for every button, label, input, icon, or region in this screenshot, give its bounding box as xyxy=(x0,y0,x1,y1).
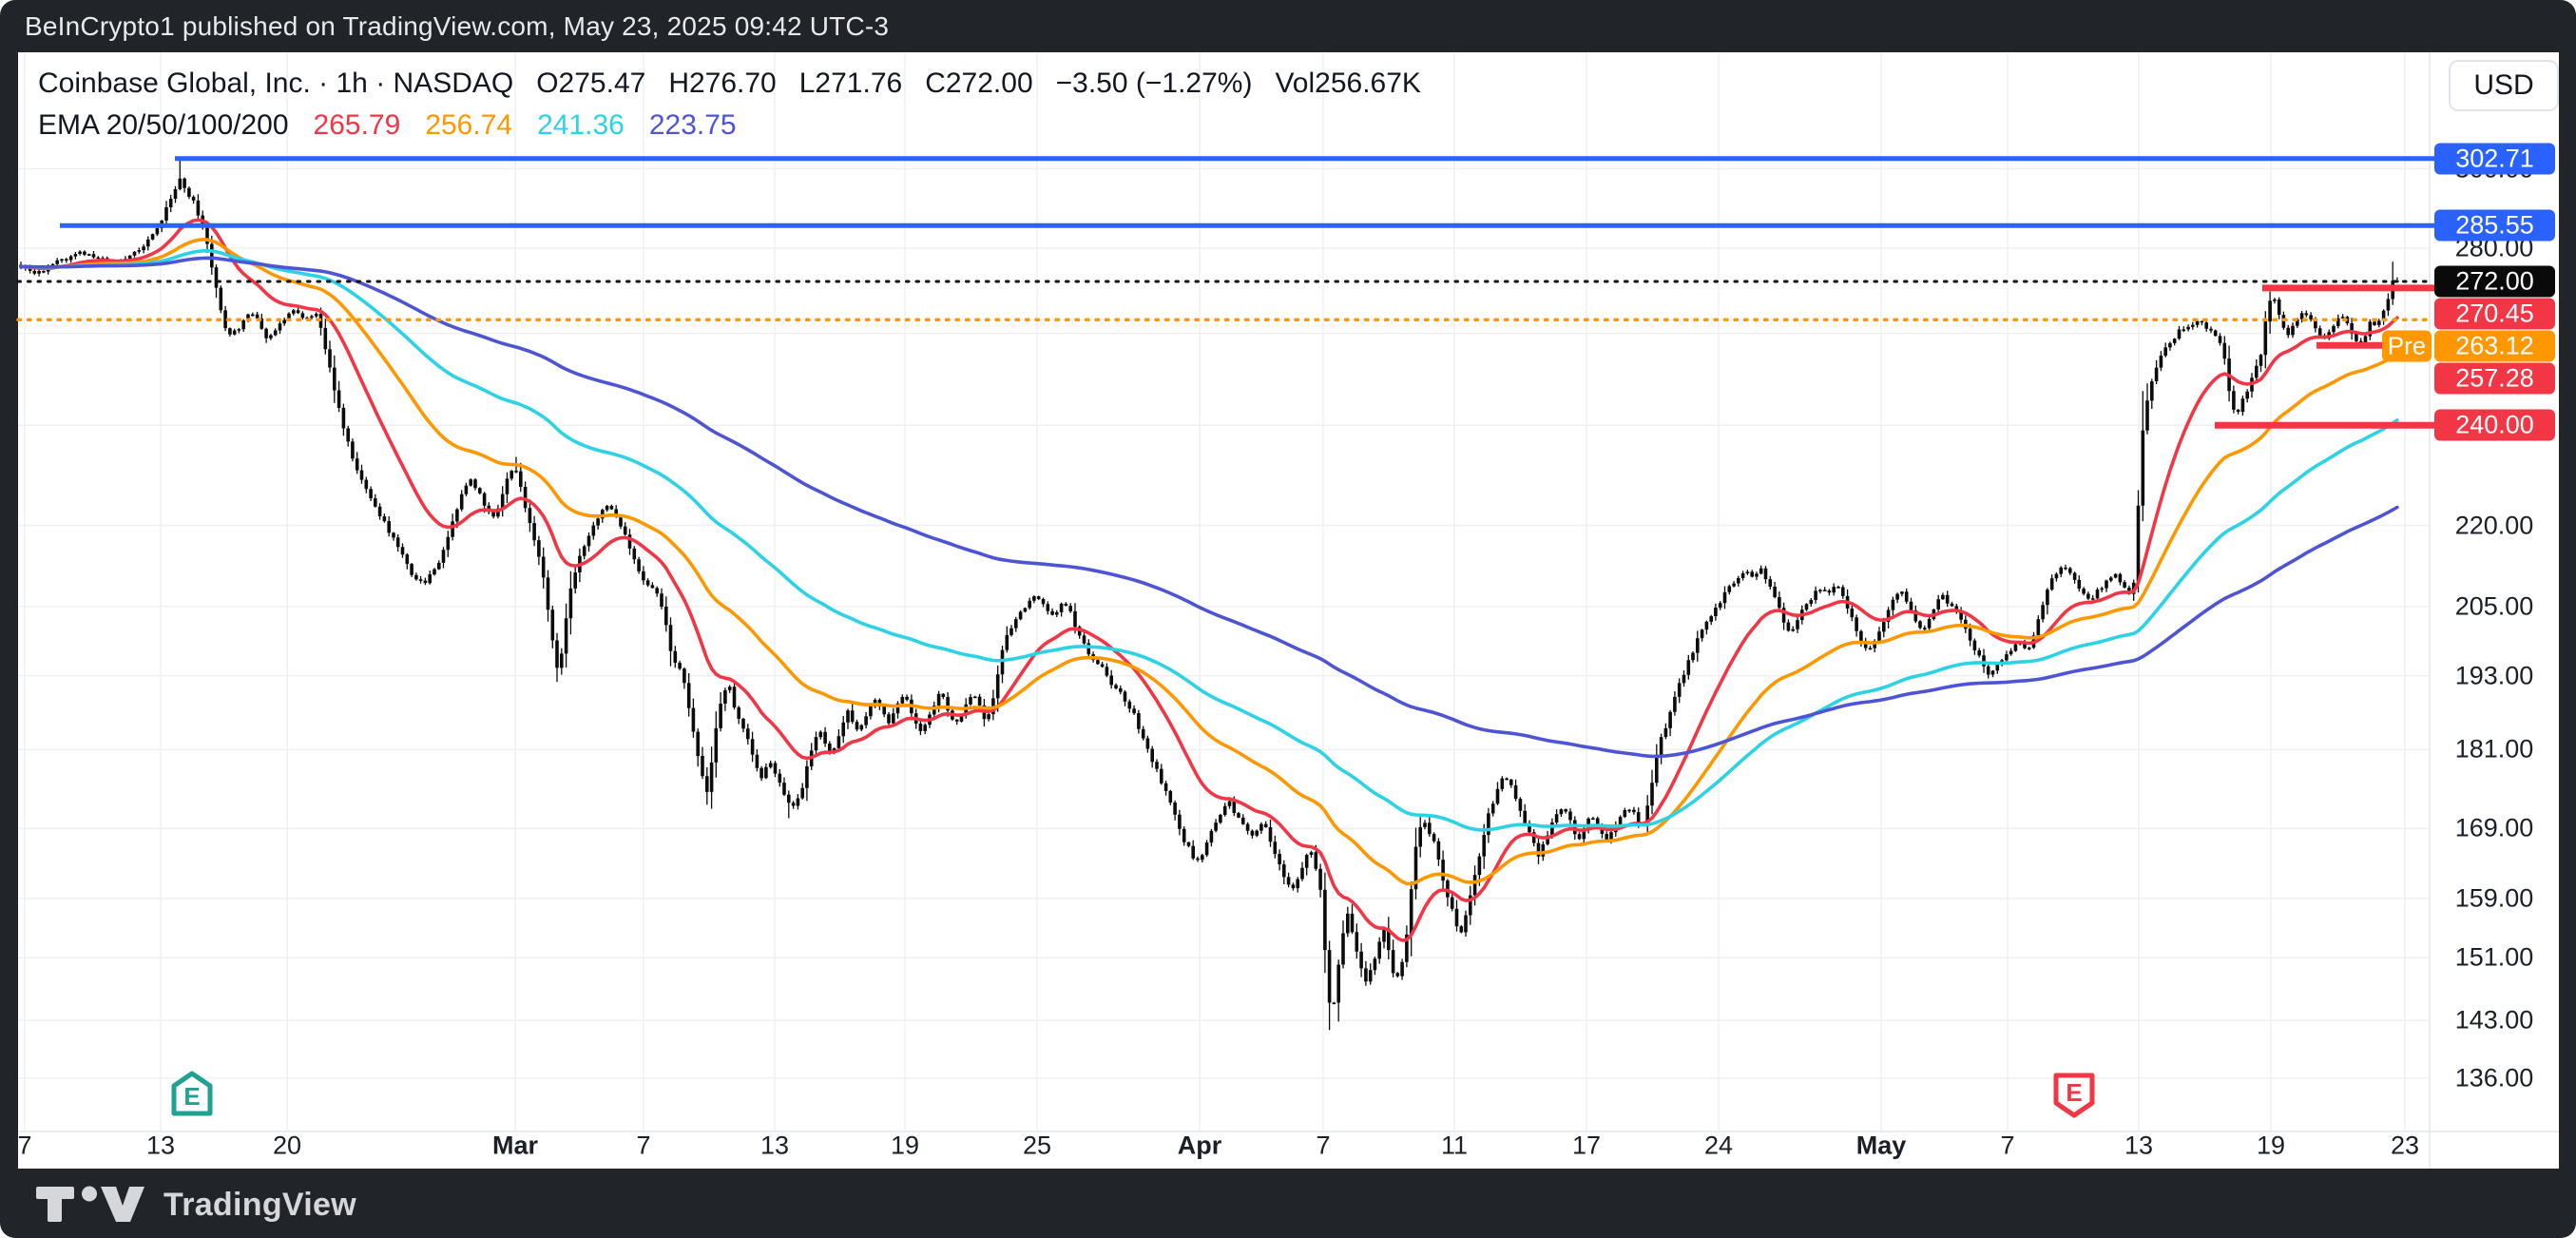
ema-50-line xyxy=(19,238,2399,886)
chart-panel-background xyxy=(18,52,2559,1169)
ema-values: 265.79 256.74 241.36 223.75 xyxy=(289,109,737,142)
price-badge-272.00: 272.00 xyxy=(2434,265,2555,298)
price-tick-label: 151.00 xyxy=(2454,942,2534,972)
currency-button[interactable]: USD xyxy=(2449,60,2559,111)
price-tick-label: 143.00 xyxy=(2454,1005,2534,1035)
time-tick-label: 19 xyxy=(890,1131,920,1160)
price-tick-label: 159.00 xyxy=(2454,883,2534,913)
ema-label: EMA 20/50/100/200 xyxy=(38,109,289,141)
tradingview-logo-icon xyxy=(36,1186,144,1222)
grid-lines xyxy=(18,52,2430,1132)
ohlc-low: L271.76 xyxy=(798,68,903,99)
ema-legend-row: EMA 20/50/100/200 265.79 256.74 241.36 223.… xyxy=(38,105,1421,146)
time-tick-label: 13 xyxy=(2124,1131,2154,1160)
price-badge-263.12: 263.12 xyxy=(2434,330,2555,362)
time-tick-label: May xyxy=(1855,1131,1907,1160)
ema-value: 256.74 xyxy=(425,109,513,141)
ema-200-line xyxy=(19,256,2399,759)
brand-name: TradingView xyxy=(163,1186,356,1223)
ohlc-close: C272.00 xyxy=(925,68,1033,99)
time-tick-label: 20 xyxy=(272,1131,302,1160)
time-tick-label: 7 xyxy=(1316,1131,1331,1160)
price-badge-240.00: 240.00 xyxy=(2434,409,2555,441)
price-badge-302.71: 302.71 xyxy=(2434,143,2555,175)
attribution-text: BeInCrypto1 published on TradingView.com… xyxy=(25,11,890,41)
ema-value: 223.75 xyxy=(648,109,737,141)
premarket-pill: Pre xyxy=(2382,330,2432,362)
time-tick-label: 24 xyxy=(1703,1131,1734,1160)
time-tick-label: 19 xyxy=(2256,1131,2286,1160)
symbol-title: Coinbase Global, Inc. · 1h · NASDAQ xyxy=(38,68,514,99)
ohlc-high: H276.70 xyxy=(668,68,777,99)
time-tick-label: Mar xyxy=(491,1131,539,1160)
time-tick-label: 7 xyxy=(17,1131,32,1160)
time-tick-label: 7 xyxy=(2000,1131,2015,1160)
time-tick-label: 17 xyxy=(1571,1131,1602,1160)
price-tick-label: 220.00 xyxy=(2454,511,2534,539)
earnings-icon[interactable]: E xyxy=(2053,1073,2095,1118)
price-tick-label: 181.00 xyxy=(2454,734,2534,764)
svg-text:E: E xyxy=(2066,1078,2082,1107)
time-tick-label: 23 xyxy=(2390,1131,2420,1160)
tradingview-brand[interactable]: TradingView xyxy=(36,1185,356,1225)
chart-legend: Coinbase Global, Inc. · 1h · NASDAQ O275… xyxy=(38,63,1421,146)
time-tick-label: 13 xyxy=(759,1131,790,1160)
price-tick-label: 136.00 xyxy=(2454,1063,2534,1093)
ema-100-line xyxy=(19,248,2399,832)
time-tick-label: 25 xyxy=(1022,1131,1052,1160)
candle-bodies xyxy=(19,178,2399,1005)
time-tick-label: 13 xyxy=(145,1131,176,1160)
time-tick-label: Apr xyxy=(1177,1131,1222,1160)
price-tick-label: 205.00 xyxy=(2454,591,2534,621)
ohlc-open: O275.47 xyxy=(536,68,646,99)
price-badge-285.55: 285.55 xyxy=(2434,209,2555,242)
ema-value: 265.79 xyxy=(313,109,401,141)
svg-text:E: E xyxy=(183,1082,200,1111)
earnings-icon[interactable]: E xyxy=(171,1071,213,1116)
time-tick-label: 7 xyxy=(636,1131,651,1160)
time-tick-label: 11 xyxy=(1440,1131,1469,1160)
price-tick-label: 169.00 xyxy=(2454,813,2534,842)
price-badge-270.45: 270.45 xyxy=(2434,298,2555,330)
price-tick-label: 193.00 xyxy=(2454,661,2534,690)
price-change: −3.50 (−1.27%) xyxy=(1055,68,1253,99)
symbol-legend-row: Coinbase Global, Inc. · 1h · NASDAQ O275… xyxy=(38,63,1421,105)
ema-value: 241.36 xyxy=(537,109,625,141)
volume-value: Vol256.67K xyxy=(1275,68,1421,99)
price-badge-257.28: 257.28 xyxy=(2434,362,2555,395)
ema-20-line xyxy=(19,218,2399,942)
